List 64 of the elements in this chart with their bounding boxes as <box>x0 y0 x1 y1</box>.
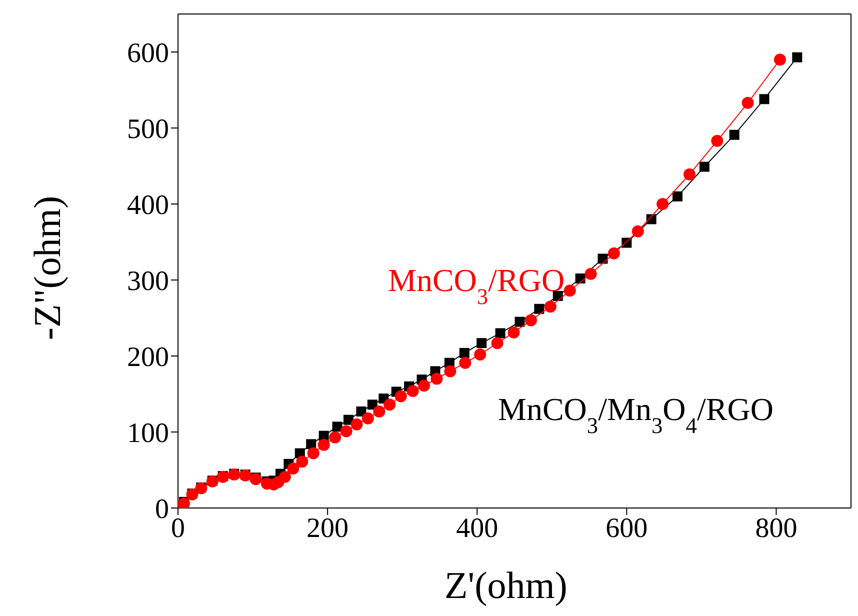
point <box>534 304 544 314</box>
point <box>742 96 754 109</box>
y-tick-label: 0 <box>155 494 169 525</box>
point <box>474 348 486 360</box>
point <box>332 422 342 432</box>
y-tick-label: 300 <box>127 266 169 297</box>
y-tick-label: 500 <box>127 114 169 145</box>
y-axis-title: -Z"(ohm) <box>27 196 69 340</box>
point <box>356 406 366 416</box>
point <box>340 425 352 438</box>
point <box>552 290 563 301</box>
point <box>444 365 456 378</box>
point <box>584 268 597 280</box>
point <box>524 314 537 326</box>
point <box>711 134 724 147</box>
y-tick-label: 200 <box>127 342 169 373</box>
point <box>608 247 620 260</box>
point <box>296 456 308 468</box>
point <box>329 431 342 444</box>
x-tick-label: 400 <box>456 512 498 544</box>
point <box>683 168 696 180</box>
point <box>729 130 740 140</box>
point <box>632 225 644 238</box>
series-label: MnCO$_{3}$/RGO <box>388 262 565 308</box>
point <box>287 462 300 474</box>
point <box>774 54 786 66</box>
point <box>373 405 386 418</box>
point <box>656 198 669 210</box>
point <box>575 273 586 284</box>
y-tick-label: 400 <box>127 190 169 221</box>
point <box>384 398 396 411</box>
point <box>306 439 316 450</box>
point <box>278 470 291 483</box>
point <box>792 52 802 62</box>
point <box>318 438 330 451</box>
point <box>418 380 430 392</box>
point <box>476 338 487 348</box>
point <box>307 447 320 460</box>
point <box>459 348 470 358</box>
point <box>672 191 683 202</box>
point <box>430 372 443 385</box>
point <box>759 94 770 104</box>
point <box>508 326 520 338</box>
y-tick-label: 100 <box>127 418 169 449</box>
point <box>350 418 363 430</box>
point <box>514 316 525 327</box>
point <box>491 337 504 350</box>
x-tick-label: 600 <box>606 512 648 544</box>
point <box>367 400 378 410</box>
point <box>699 162 710 172</box>
x-tick-label: 200 <box>306 512 349 544</box>
series-label: MnCO$_{3}$/Mn$_{3}$O$_{4}$/RGO <box>498 391 774 438</box>
point <box>459 356 472 369</box>
point <box>406 384 419 397</box>
x-tick-label: 800 <box>755 512 798 544</box>
point <box>362 412 374 424</box>
point <box>495 328 506 338</box>
x-axis-title: Z'(ohm) <box>444 565 568 607</box>
y-tick-label: 600 <box>127 38 169 69</box>
point <box>544 300 556 313</box>
point <box>250 473 262 486</box>
point <box>564 284 576 297</box>
point <box>394 390 407 402</box>
point <box>598 254 608 264</box>
